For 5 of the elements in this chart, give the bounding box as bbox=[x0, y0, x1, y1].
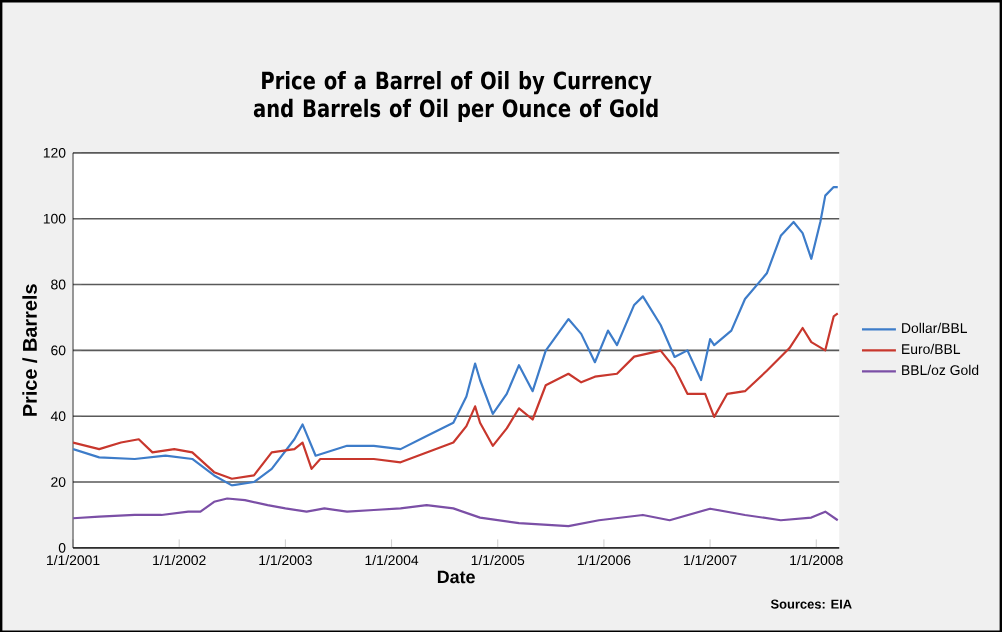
line-series bbox=[73, 185, 839, 486]
line-series bbox=[73, 496, 839, 527]
x-axis-title: Date bbox=[437, 570, 475, 583]
y-axis-title: Price / Barrels bbox=[22, 283, 38, 416]
chart-title: Price of a Barrel of Oil by Currency and Barrels of Oil per Ounce of Gold bbox=[253, 70, 658, 122]
